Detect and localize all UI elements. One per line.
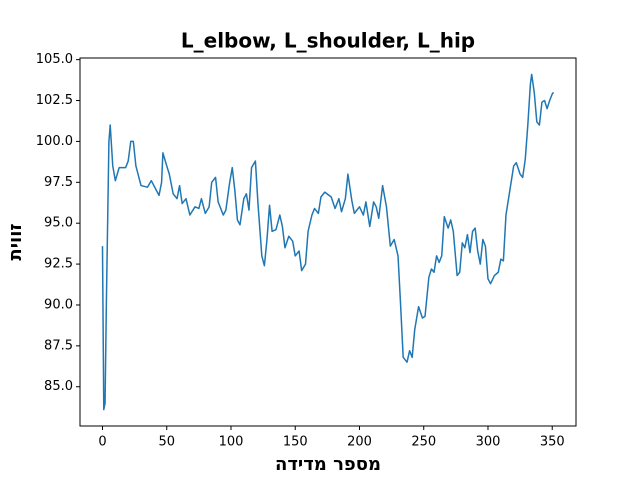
y-tick-label: 90.0 (44, 297, 73, 312)
plot-frame (79, 57, 577, 427)
y-tick-label: 100.0 (36, 134, 73, 149)
x-tick-label: 150 (283, 435, 308, 450)
x-tick-label: 300 (476, 435, 501, 450)
y-tick-label: 97.5 (44, 175, 73, 190)
x-tick-label: 100 (219, 435, 244, 450)
y-tick-label: 92.5 (44, 257, 73, 272)
x-tick-label: 50 (158, 435, 175, 450)
y-axis-label: זווית (5, 223, 26, 260)
chart-title: L_elbow, L_shoulder, L_hip (181, 29, 475, 53)
x-axis-label: מספר מדידה (275, 454, 381, 475)
x-tick-label: 200 (347, 435, 372, 450)
y-tick-label: 102.5 (36, 93, 73, 108)
x-tick-label: 350 (540, 435, 565, 450)
x-tick-label: 250 (411, 435, 436, 450)
y-tick-label: 95.0 (44, 216, 73, 231)
data-line (101, 73, 555, 411)
y-tick-label: 105.0 (36, 52, 73, 67)
y-tick-label: 85.0 (44, 379, 73, 394)
y-tick-label: 87.5 (44, 338, 73, 353)
x-tick-label: 0 (98, 435, 106, 450)
